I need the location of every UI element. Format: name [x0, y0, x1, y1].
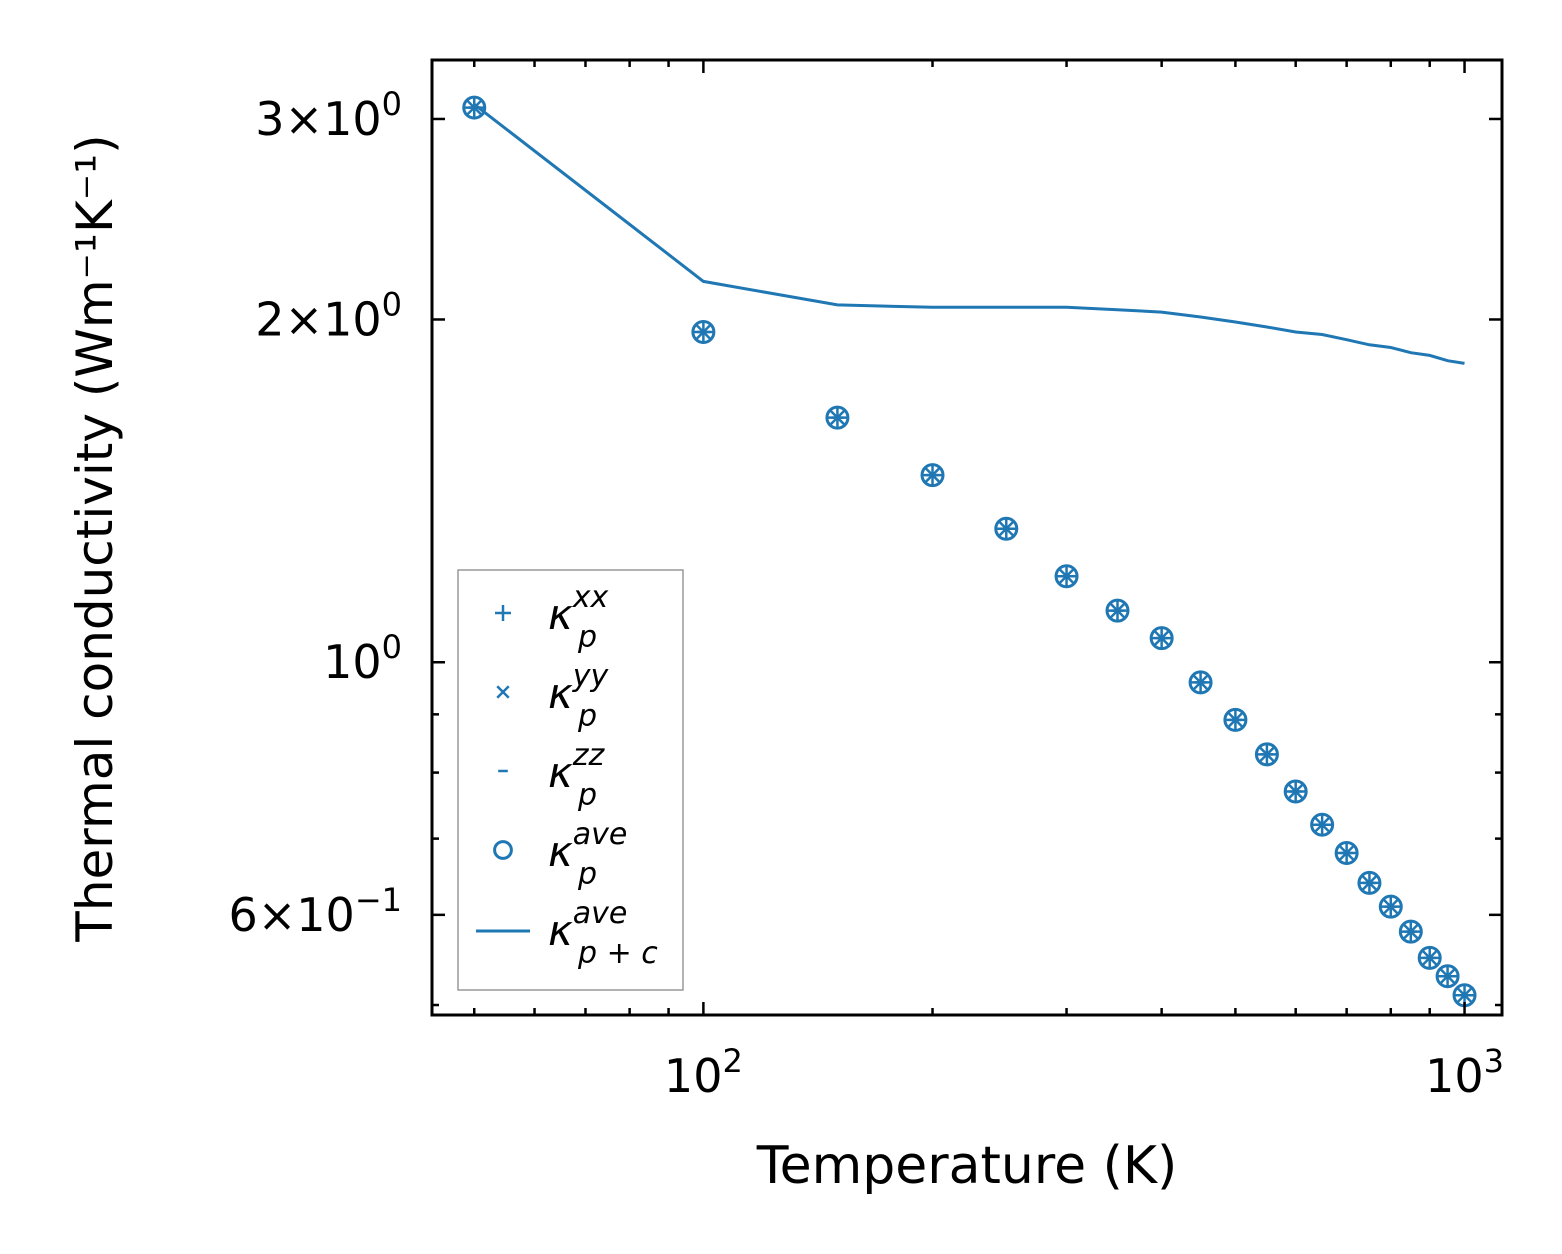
legend-label-line: κave p + c: [548, 896, 658, 971]
data-point-circle-700: [1334, 840, 1359, 865]
y-axis-label: Thermal conductivity (Wm⁻¹K⁻¹): [66, 134, 124, 942]
data-point-circle-650: [1310, 812, 1335, 837]
data-point-circle-900: [1417, 945, 1442, 970]
legend-swatch-x: [496, 685, 510, 699]
data-layer: [462, 95, 1477, 1008]
ticks-layer: 102 103 3×100 2×100 100 6×10−1: [228, 60, 1504, 1103]
x-tick-label-1000: 103: [1425, 1042, 1504, 1103]
y-tick-label-2: 2×100: [255, 285, 402, 346]
data-point-circle-150: [825, 405, 850, 430]
data-point-circle-450: [1188, 670, 1213, 695]
legend-frame: [457, 569, 684, 991]
y-tick-label-1: 100: [323, 628, 402, 689]
data-point-circle-950: [1435, 964, 1460, 989]
data-point-circle-550: [1254, 742, 1279, 767]
legend-entry-plus: κxx p: [495, 580, 609, 655]
x-tick-label-100: 102: [664, 1042, 743, 1103]
data-point-circle-100: [691, 320, 716, 345]
data-point-circle-300: [1054, 564, 1079, 589]
legend-label-plus: κxx p: [548, 580, 609, 655]
data-point-circle-800: [1378, 894, 1403, 919]
legend-entry-hline: κzz p: [498, 738, 606, 813]
data-point-circle-250: [994, 516, 1019, 541]
data-point-circle-850: [1398, 919, 1423, 944]
plot-frame: [430, 58, 1504, 1017]
legend-label-circle: κave p: [548, 817, 627, 892]
series-circle: [462, 95, 1477, 1008]
data-point-circle-600: [1283, 779, 1308, 804]
x-axis-label: Temperature (K): [756, 1136, 1178, 1196]
data-point-circle-350: [1105, 598, 1130, 623]
series-line-kappa-p-plus-c-ave: [473, 103, 1465, 365]
legend-swatch-circle: [493, 840, 513, 860]
data-point-circle-400: [1149, 626, 1174, 651]
legend-label-x: κyy p: [548, 659, 610, 734]
y-tick-label-3: 3×100: [255, 85, 402, 146]
data-point-circle-750: [1357, 870, 1382, 895]
legend-label-hline: κzz p: [548, 738, 606, 813]
legend-entry-line: κave p + c: [476, 896, 658, 971]
data-point-circle-500: [1223, 707, 1248, 732]
legend-entry-x: κyy p: [496, 659, 610, 734]
legend-swatch-plus: [495, 605, 511, 621]
data-point-circle-50: [462, 95, 487, 120]
series-hline: [468, 106, 1471, 997]
y-tick-label-0.6: 6×10−1: [228, 881, 402, 942]
series-line: [473, 103, 1465, 365]
legend-entry-circle: κave p: [493, 817, 627, 892]
data-point-circle-200: [920, 463, 945, 488]
